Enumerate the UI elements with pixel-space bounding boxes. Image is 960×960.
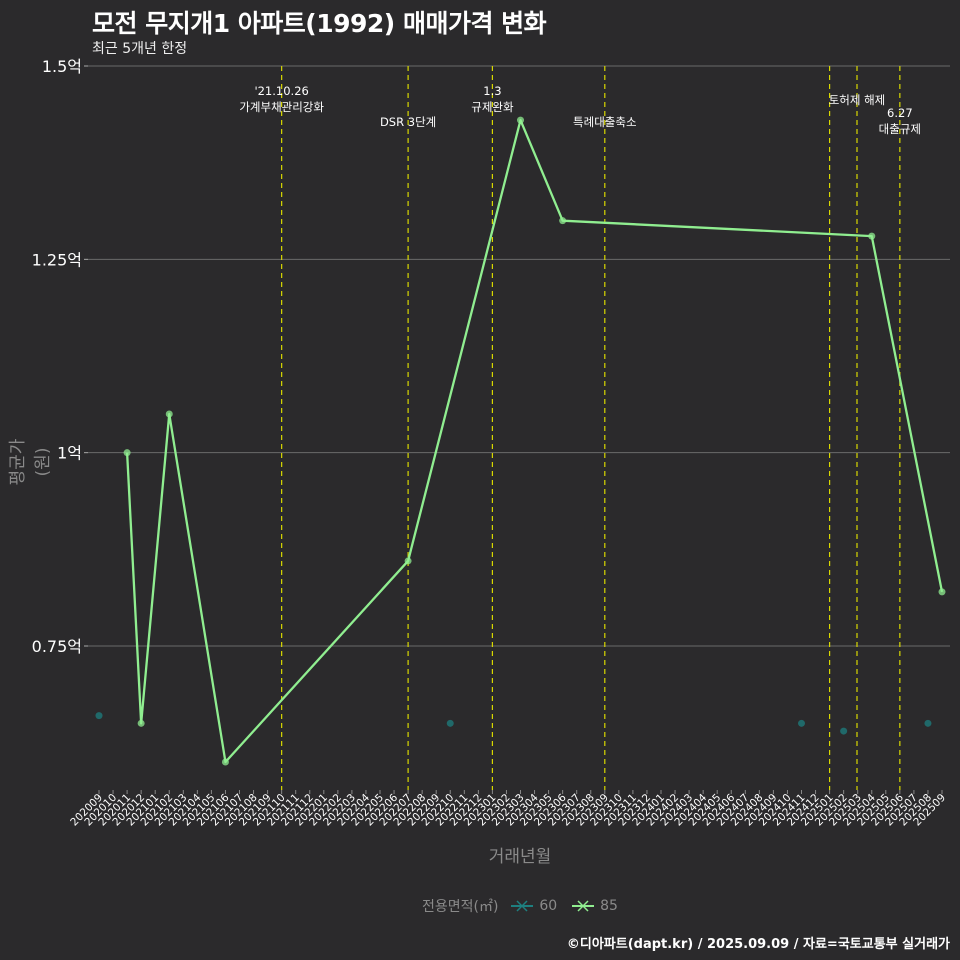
data-point-60 bbox=[95, 712, 103, 720]
event-label: 1.3 bbox=[483, 84, 501, 98]
legend: 전용면적(㎡) 60 85 bbox=[0, 896, 960, 916]
chart-title: 모전 무지개1 아파트(1992) 매매가격 변화 bbox=[92, 9, 547, 38]
event-label: 가계부채관리강화 bbox=[239, 100, 324, 114]
event-label: 토허제 해제 bbox=[829, 93, 886, 107]
event-label: '21.10.26 bbox=[254, 84, 308, 98]
data-point-60 bbox=[840, 727, 848, 735]
data-point-85 bbox=[517, 116, 524, 124]
event-label: 규제완화 bbox=[471, 100, 514, 114]
y-tick-label: 1억 bbox=[57, 444, 82, 463]
data-point-60 bbox=[446, 719, 454, 727]
data-point-85 bbox=[123, 449, 131, 457]
data-point-60 bbox=[798, 719, 805, 727]
data-point-85 bbox=[165, 410, 173, 418]
data-point-85 bbox=[938, 588, 946, 596]
legend-label-60: 60 bbox=[539, 898, 558, 914]
series-line-85 bbox=[125, 118, 944, 764]
data-point-85 bbox=[559, 217, 567, 225]
data-point-85 bbox=[404, 557, 412, 565]
data-point-85 bbox=[868, 232, 876, 240]
legend-key-85 bbox=[571, 900, 594, 912]
legend-title: 전용면적(㎡) bbox=[422, 899, 499, 915]
x-axis-label: 거래년월 bbox=[488, 847, 552, 867]
y-tick-label: 1.5억 bbox=[42, 57, 82, 76]
event-label: 6.27 bbox=[887, 106, 913, 120]
data-point-85 bbox=[137, 719, 145, 727]
event-label: 대출규제 bbox=[879, 122, 921, 136]
legend-key-60 bbox=[510, 900, 533, 912]
legend-label-85: 85 bbox=[600, 898, 618, 914]
y-tick-label: 0.75억 bbox=[32, 637, 82, 656]
chart-subtitle: 최근 5개년 한정 bbox=[92, 41, 188, 57]
event-label: DSR 3단계 bbox=[380, 115, 436, 129]
y-tick-label: 1.25억 bbox=[32, 250, 82, 269]
event-label: 특례대출축소 bbox=[573, 115, 636, 129]
source-caption: ©디아파트(dapt.kr) / 2025.09.09 / 자료=국토교통부 실… bbox=[566, 937, 950, 952]
data-point-60 bbox=[924, 719, 932, 727]
data-point-85 bbox=[221, 758, 229, 766]
